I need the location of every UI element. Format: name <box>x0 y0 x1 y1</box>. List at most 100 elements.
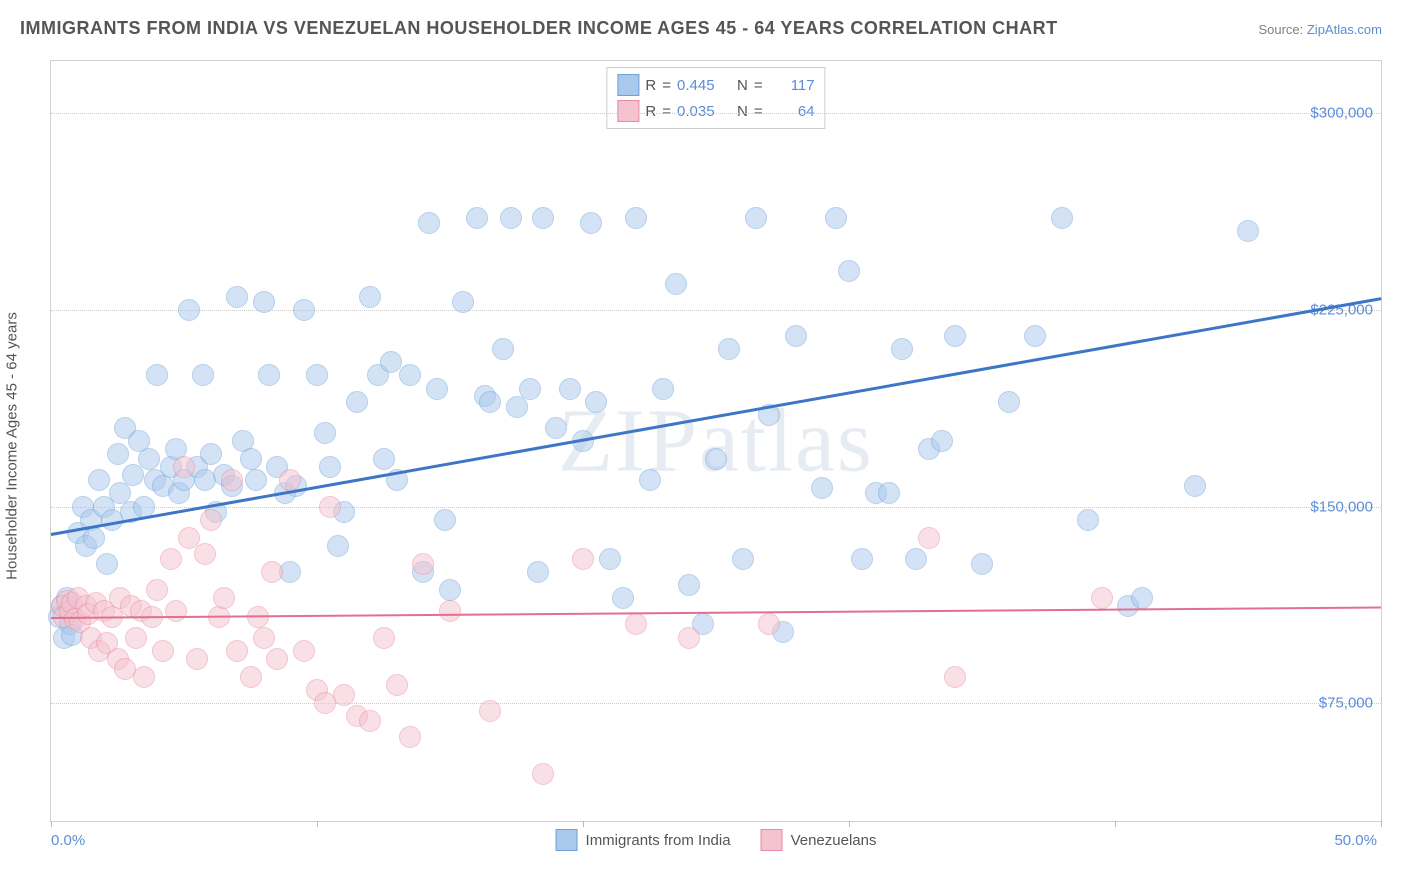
data-point <box>173 456 195 478</box>
source-attribution: Source: ZipAtlas.com <box>1258 22 1382 37</box>
data-point <box>519 378 541 400</box>
data-point <box>319 496 341 518</box>
stat-R-label: R <box>645 77 656 94</box>
data-point <box>327 535 349 557</box>
data-point <box>492 338 514 360</box>
data-point <box>905 548 927 570</box>
data-point <box>1051 207 1073 229</box>
gridline-horizontal <box>51 310 1381 311</box>
data-point <box>1131 587 1153 609</box>
data-point <box>253 291 275 313</box>
data-point <box>200 443 222 465</box>
data-point <box>580 212 602 234</box>
data-point <box>811 477 833 499</box>
data-point <box>226 640 248 662</box>
data-point <box>83 527 105 549</box>
x-tick-mark <box>849 821 850 827</box>
data-point <box>418 212 440 234</box>
data-point <box>245 469 267 491</box>
data-point <box>825 207 847 229</box>
data-point <box>625 207 647 229</box>
source-prefix: Source: <box>1258 22 1306 37</box>
data-point <box>732 548 754 570</box>
data-point <box>625 613 647 635</box>
data-point <box>1024 325 1046 347</box>
data-point <box>665 273 687 295</box>
trend-line <box>51 297 1382 536</box>
data-point <box>178 299 200 321</box>
data-point <box>293 640 315 662</box>
data-point <box>452 291 474 313</box>
data-point <box>200 509 222 531</box>
data-point <box>138 448 160 470</box>
data-point <box>585 391 607 413</box>
gridline-horizontal <box>51 703 1381 704</box>
y-axis-label: Householder Income Ages 45 - 64 years <box>4 312 21 580</box>
data-point <box>1091 587 1113 609</box>
data-point <box>545 417 567 439</box>
data-point <box>125 627 147 649</box>
data-point <box>152 640 174 662</box>
data-point <box>851 548 873 570</box>
legend-item: Immigrants from India <box>556 829 731 851</box>
data-point <box>838 260 860 282</box>
data-point <box>785 325 807 347</box>
data-point <box>705 448 727 470</box>
legend-swatch <box>617 100 639 122</box>
data-point <box>426 378 448 400</box>
data-point <box>466 207 488 229</box>
data-point <box>240 448 262 470</box>
data-point <box>192 364 214 386</box>
legend-stat-row: R=0.035N=64 <box>617 98 814 124</box>
data-point <box>434 509 456 531</box>
x-tick-mark <box>1115 821 1116 827</box>
data-point <box>1184 475 1206 497</box>
data-point <box>96 553 118 575</box>
data-point <box>532 763 554 785</box>
data-point <box>333 684 355 706</box>
chart-title: IMMIGRANTS FROM INDIA VS VENEZUELAN HOUS… <box>20 18 1058 39</box>
x-tick-mark <box>317 821 318 827</box>
source-link[interactable]: ZipAtlas.com <box>1307 22 1382 37</box>
data-point <box>931 430 953 452</box>
eq-sign: = <box>754 103 763 120</box>
data-point <box>165 600 187 622</box>
data-point <box>599 548 621 570</box>
data-point <box>1077 509 1099 531</box>
data-point <box>944 666 966 688</box>
legend-label: Venezuelans <box>791 832 877 849</box>
data-point <box>527 561 549 583</box>
data-point <box>266 648 288 670</box>
data-point <box>306 364 328 386</box>
eq-sign: = <box>662 103 671 120</box>
stat-N-value: 117 <box>769 77 815 94</box>
data-point <box>186 648 208 670</box>
correlation-legend: R=0.445N=117R=0.035N=64 <box>606 67 825 129</box>
data-point <box>944 325 966 347</box>
data-point <box>253 627 275 649</box>
data-point <box>652 378 674 400</box>
data-point <box>572 548 594 570</box>
stat-R-label: R <box>645 103 656 120</box>
legend-swatch <box>556 829 578 851</box>
legend-item: Venezuelans <box>761 829 877 851</box>
data-point <box>146 364 168 386</box>
scatter-plot-area: ZIPatlas R=0.445N=117R=0.035N=64 Immigra… <box>50 60 1382 822</box>
data-point <box>88 469 110 491</box>
legend-swatch <box>617 74 639 96</box>
data-point <box>319 456 341 478</box>
data-point <box>221 469 243 491</box>
eq-sign: = <box>754 77 763 94</box>
y-tick-label: $150,000 <box>1310 498 1373 515</box>
data-point <box>107 443 129 465</box>
data-point <box>359 710 381 732</box>
legend-label: Immigrants from India <box>586 832 731 849</box>
data-point <box>479 391 501 413</box>
data-point <box>506 396 528 418</box>
data-point <box>532 207 554 229</box>
data-point <box>439 600 461 622</box>
data-point <box>971 553 993 575</box>
data-point <box>293 299 315 321</box>
data-point <box>412 553 434 575</box>
stat-N-label: N <box>737 77 748 94</box>
